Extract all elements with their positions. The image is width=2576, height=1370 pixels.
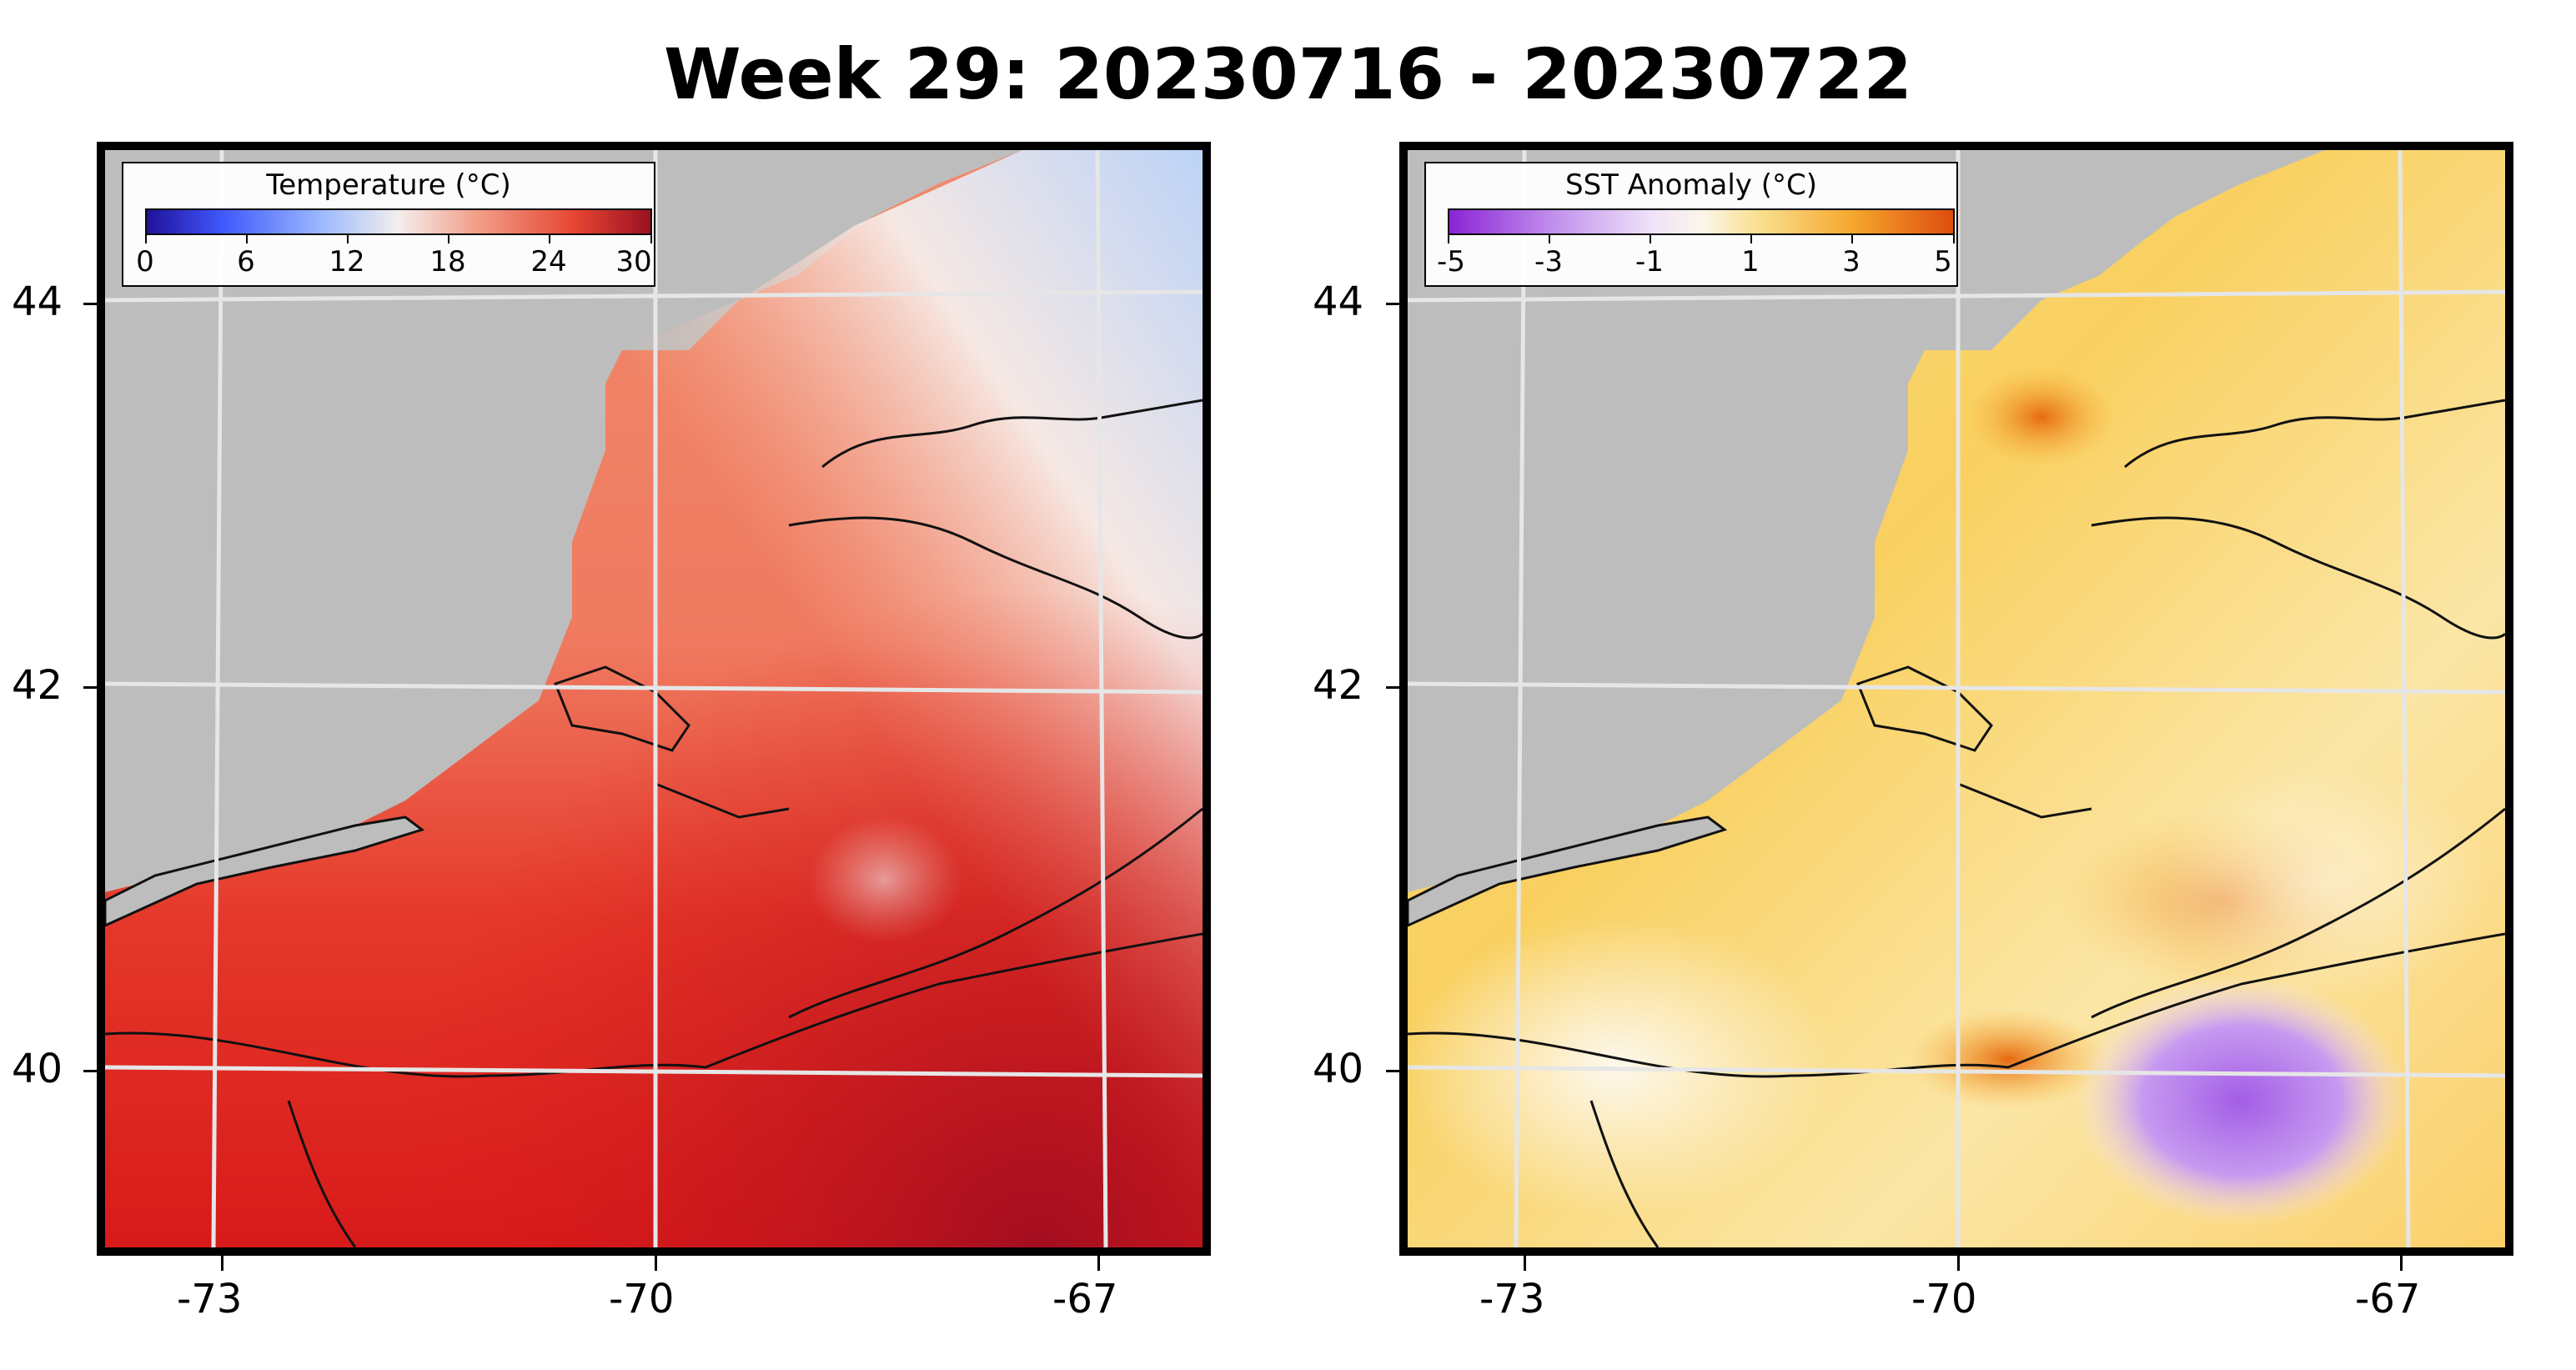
anomaly-colorbar: SST Anomaly (°C) -5 -3 -1 1 3 5 bbox=[1424, 162, 1958, 287]
cape-cod-outline bbox=[554, 665, 690, 752]
anomaly-tick-neg1: -1 bbox=[1635, 245, 1664, 279]
temperature-map[interactable]: Temperature (°C) 0 6 12 18 24 30 bbox=[97, 142, 1211, 1256]
long-island bbox=[105, 815, 425, 927]
near-zero-anomaly-east bbox=[2158, 767, 2492, 1001]
hudson-canyon-contour bbox=[1589, 1100, 1660, 1247]
anomaly-y-label-42: 42 bbox=[1313, 662, 1364, 709]
temperature-tick-6: 6 bbox=[237, 245, 255, 279]
temperature-tick-12: 12 bbox=[329, 245, 365, 279]
anomaly-map[interactable]: SST Anomaly (°C) -5 -3 -1 1 3 5 bbox=[1399, 142, 2513, 1256]
temperature-x-label-67: -67 bbox=[1052, 1276, 1118, 1322]
anomaly-x-label-73: -73 bbox=[1479, 1276, 1545, 1322]
hudson-canyon-contour bbox=[287, 1100, 357, 1247]
anomaly-x-label-70: -70 bbox=[1911, 1276, 1977, 1322]
temperature-tick-18: 18 bbox=[429, 245, 466, 279]
nantucket-shoals-contour bbox=[1957, 782, 2092, 819]
temperature-y-label-44: 44 bbox=[12, 279, 63, 325]
anomaly-y-label-40: 40 bbox=[1313, 1046, 1364, 1092]
anomaly-x-label-67: -67 bbox=[2355, 1276, 2421, 1322]
anomaly-colorbar-gradient bbox=[1448, 208, 1955, 235]
temperature-tick-30: 30 bbox=[615, 245, 652, 279]
anomaly-tick-neg5: -5 bbox=[1437, 245, 1465, 279]
temperature-x-label-70: -70 bbox=[609, 1276, 675, 1322]
georges-bank-contour bbox=[788, 807, 1203, 1019]
nantucket-shoals-contour bbox=[655, 782, 790, 819]
gulf-of-maine-contours bbox=[788, 399, 1203, 640]
temperature-x-label-73: -73 bbox=[177, 1276, 243, 1322]
anomaly-tick-3: 3 bbox=[1842, 245, 1860, 279]
gulf-of-maine-warm-anomaly bbox=[1966, 367, 2117, 467]
georges-bank-contour bbox=[2091, 807, 2505, 1019]
gulf-of-maine-contours bbox=[2091, 399, 2505, 640]
anomaly-tick-5: 5 bbox=[1934, 245, 1952, 279]
temperature-colorbar: Temperature (°C) 0 6 12 18 24 30 bbox=[122, 162, 655, 287]
figure-title: Week 29: 20230716 - 20230722 bbox=[664, 33, 1912, 115]
temperature-map-canvas bbox=[105, 150, 1203, 1247]
shelf-break-contour bbox=[1408, 932, 2505, 1078]
temperature-tick-24: 24 bbox=[530, 245, 567, 279]
anomaly-tick-neg3: -3 bbox=[1534, 245, 1563, 279]
long-island bbox=[1408, 815, 1728, 927]
temperature-colorbar-gradient bbox=[145, 208, 652, 235]
temperature-y-label-40: 40 bbox=[12, 1046, 63, 1092]
anomaly-colorbar-label: SST Anomaly (°C) bbox=[1565, 168, 1817, 202]
graticule bbox=[1408, 150, 2505, 1247]
temperature-y-label-42: 42 bbox=[12, 662, 63, 709]
anomaly-y-label-44: 44 bbox=[1313, 279, 1364, 325]
graticule bbox=[105, 150, 1203, 1247]
cool-anomaly-region bbox=[2075, 976, 2408, 1226]
temperature-colorbar-label: Temperature (°C) bbox=[266, 168, 511, 202]
anomaly-tick-1: 1 bbox=[1741, 245, 1760, 279]
anomaly-map-canvas bbox=[1408, 150, 2505, 1247]
temperature-tick-0: 0 bbox=[136, 245, 154, 279]
shelf-break-contour bbox=[105, 932, 1203, 1078]
cape-cod-outline bbox=[1856, 665, 1993, 752]
